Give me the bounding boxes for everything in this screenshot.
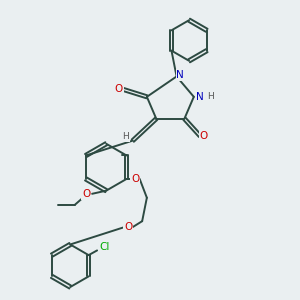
Text: O: O (124, 222, 132, 233)
Text: Cl: Cl (99, 242, 110, 252)
Text: N: N (176, 70, 184, 80)
Text: O: O (115, 84, 123, 94)
Text: H: H (122, 132, 129, 141)
Text: O: O (131, 174, 140, 184)
Text: H: H (207, 92, 214, 101)
Text: N: N (196, 92, 204, 102)
Text: O: O (200, 131, 208, 141)
Text: O: O (82, 189, 91, 199)
